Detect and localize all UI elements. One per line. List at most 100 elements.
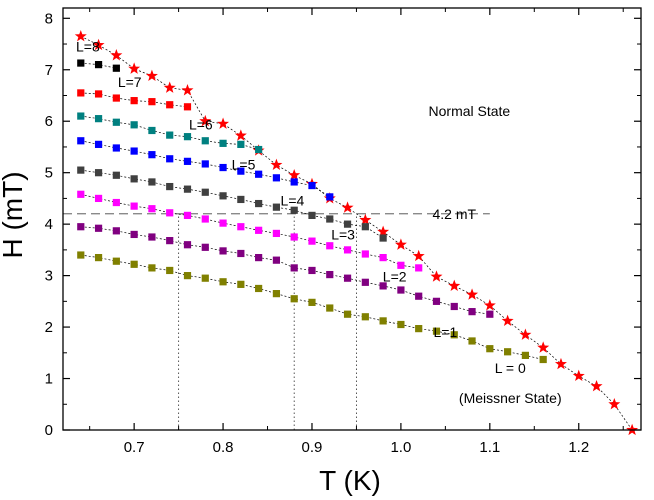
data-point-square bbox=[77, 137, 85, 145]
data-point-square bbox=[432, 297, 441, 305]
data-point-star bbox=[92, 38, 105, 51]
data-point-square bbox=[201, 215, 209, 223]
data-point-square bbox=[361, 313, 369, 321]
plot-frame bbox=[62, 7, 642, 431]
data-point-square bbox=[219, 247, 227, 255]
data-point-star bbox=[163, 81, 176, 93]
y-tick-label: 7 bbox=[45, 62, 53, 79]
data-point-square bbox=[450, 331, 458, 339]
data-point-star bbox=[377, 225, 390, 237]
data-point-star bbox=[554, 357, 567, 370]
data-point-square bbox=[397, 261, 405, 269]
series-l-6 bbox=[77, 112, 263, 154]
data-point-star bbox=[412, 249, 425, 262]
annotation-4-2-mt: 4.2 mT bbox=[432, 206, 476, 222]
annotation-l-1: L=1 bbox=[433, 324, 457, 340]
data-point-square bbox=[290, 233, 298, 241]
data-point-star bbox=[128, 62, 141, 74]
data-point-square bbox=[521, 351, 529, 359]
x-tick-label: 1.2 bbox=[568, 439, 589, 456]
data-point-star bbox=[572, 369, 585, 382]
data-point-square bbox=[397, 286, 405, 294]
data-point-square bbox=[201, 160, 209, 168]
data-point-square bbox=[94, 140, 103, 148]
annotation-l-7: L=7 bbox=[118, 74, 142, 90]
data-point-square bbox=[148, 205, 156, 213]
data-point-square bbox=[237, 223, 245, 231]
data-point-square bbox=[77, 112, 85, 120]
reference-lines bbox=[63, 213, 490, 430]
data-point-square bbox=[219, 139, 227, 147]
data-point-square bbox=[255, 199, 263, 208]
data-point-square bbox=[130, 175, 138, 183]
annotation-meissner-state: (Meissner State) bbox=[459, 390, 562, 406]
data-point-square bbox=[219, 278, 227, 286]
data-point-square bbox=[148, 151, 156, 159]
data-point-square bbox=[272, 256, 281, 264]
annotation-l-0: L = 0 bbox=[495, 360, 526, 376]
data-point-square bbox=[130, 202, 138, 210]
series-l-7 bbox=[77, 89, 192, 111]
annotation-l-4: L=4 bbox=[281, 192, 305, 208]
data-point-square bbox=[237, 140, 245, 148]
data-point-square bbox=[183, 103, 192, 111]
data-point-square bbox=[112, 94, 120, 102]
y-tick-label: 1 bbox=[45, 371, 53, 388]
data-point-square bbox=[237, 280, 245, 288]
data-point-square bbox=[415, 264, 423, 272]
data-point-square bbox=[219, 192, 227, 200]
data-point-square bbox=[397, 320, 405, 329]
x-tick-label: 0.8 bbox=[213, 439, 234, 456]
data-point-square bbox=[166, 101, 174, 109]
data-point-square bbox=[112, 198, 120, 207]
annotation-l-5: L=5 bbox=[232, 156, 256, 172]
data-point-square bbox=[539, 355, 547, 364]
data-point-square bbox=[77, 190, 85, 198]
data-point-star bbox=[483, 299, 496, 311]
data-point-square bbox=[112, 144, 120, 152]
data-point-square bbox=[361, 250, 369, 258]
data-point-square bbox=[272, 203, 281, 211]
series-l-8 bbox=[77, 59, 120, 72]
data-point-star bbox=[74, 30, 87, 42]
data-point-square bbox=[94, 169, 103, 177]
annotations: L=8 L=7 L=6 L=5 L=4 L=3 L=2 L=1 L = 0 (Meissner S… bbox=[76, 39, 562, 406]
series-group bbox=[74, 30, 639, 436]
series-hc-normal-boundary bbox=[74, 30, 639, 436]
data-point-square bbox=[343, 246, 352, 254]
x-tick-label: 1.1 bbox=[479, 439, 500, 456]
series-l-5 bbox=[77, 137, 334, 201]
data-point-square bbox=[308, 266, 316, 275]
data-point-square bbox=[183, 241, 192, 249]
data-point-square bbox=[326, 270, 334, 279]
data-point-square bbox=[148, 178, 156, 186]
data-point-square bbox=[148, 98, 156, 106]
series-line-hc-normal-boundary bbox=[80, 35, 633, 431]
data-point-square bbox=[415, 292, 423, 300]
data-point-square bbox=[77, 251, 85, 259]
data-point-square bbox=[290, 206, 298, 214]
annotation-normal-state: Normal State bbox=[429, 103, 511, 119]
data-point-square bbox=[112, 171, 120, 179]
data-point-square bbox=[255, 284, 263, 293]
data-point-square bbox=[237, 167, 245, 175]
data-point-square bbox=[326, 242, 334, 250]
annotation-l-6: L=6 bbox=[189, 116, 213, 132]
series-l-2 bbox=[77, 223, 494, 318]
series-l-3 bbox=[77, 190, 423, 272]
data-point-star bbox=[466, 288, 479, 300]
data-point-square bbox=[183, 211, 192, 219]
data-point-square bbox=[130, 230, 138, 239]
data-point-square bbox=[112, 257, 120, 265]
data-point-star bbox=[394, 238, 407, 250]
data-point-square bbox=[183, 272, 192, 280]
data-point-square bbox=[290, 178, 298, 186]
data-point-star bbox=[359, 213, 372, 226]
data-point-square bbox=[94, 253, 103, 262]
data-point-square bbox=[237, 249, 245, 258]
y-tick-label: 2 bbox=[45, 319, 53, 336]
y-axis-title: H (mT) bbox=[0, 171, 28, 258]
data-point-star bbox=[608, 397, 621, 410]
